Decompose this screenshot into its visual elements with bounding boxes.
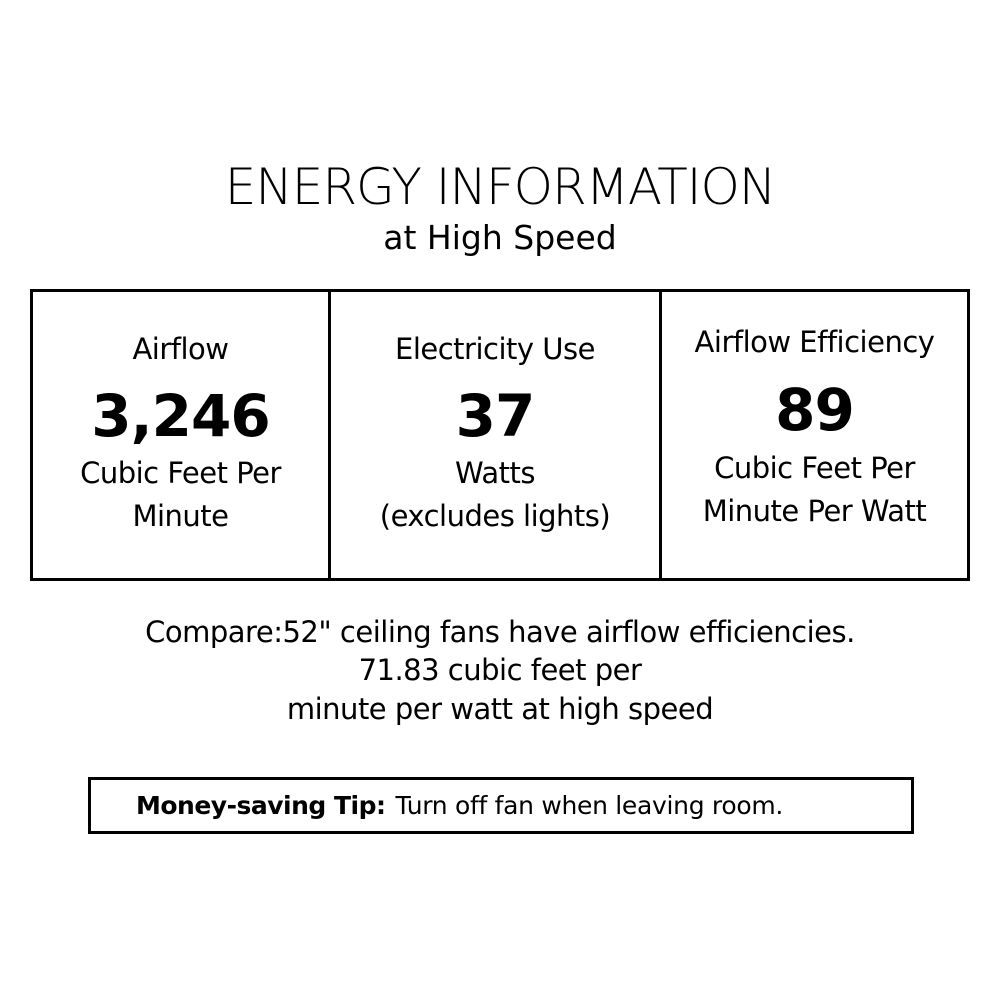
energy-info-table: Airflow 3,246 Cubic Feet Per Minute Elec… — [30, 289, 970, 581]
cell-value: 89 — [775, 376, 855, 444]
cell-value: 3,246 — [91, 382, 270, 450]
page-title: ENERGY INFORMATION — [224, 158, 777, 216]
electricity-use-cell: Electricity Use 37 Watts (excludes light… — [328, 292, 659, 578]
cell-label: Airflow Efficiency — [694, 325, 935, 359]
cell-unit: Cubic Feet Per Minute — [33, 452, 328, 538]
unit-line: Cubic Feet Per — [80, 456, 281, 490]
tip-text: Turn off fan when leaving room. — [395, 791, 784, 820]
unit-line: (excludes lights) — [379, 499, 611, 533]
unit-line: Cubic Feet Per — [714, 451, 915, 485]
cell-value: 37 — [455, 382, 536, 450]
page-subtitle: at High Speed — [383, 218, 617, 257]
unit-line: Minute Per Watt — [702, 494, 927, 528]
compare-text-line: Compare:52" ceiling fans have airflow ef… — [145, 615, 855, 649]
airflow-cell: Airflow 3,246 Cubic Feet Per Minute — [33, 292, 328, 578]
tip-label: Money-saving Tip: — [136, 791, 386, 820]
cell-label: Airflow — [132, 332, 229, 366]
airflow-efficiency-cell: Airflow Efficiency 89 Cubic Feet Per Min… — [659, 292, 967, 578]
cell-unit: Cubic Feet Per Minute Per Watt — [662, 447, 967, 533]
unit-line: Watts — [455, 456, 535, 490]
unit-line: Minute — [132, 499, 229, 533]
cell-label: Electricity Use — [395, 332, 595, 366]
compare-text-line: minute per watt at high speed — [286, 692, 714, 726]
compare-text-line: 71.83 cubic feet per — [358, 653, 642, 687]
money-saving-tip-box: Money-saving Tip: Turn off fan when leav… — [88, 777, 914, 834]
cell-unit: Watts (excludes lights) — [331, 452, 659, 538]
